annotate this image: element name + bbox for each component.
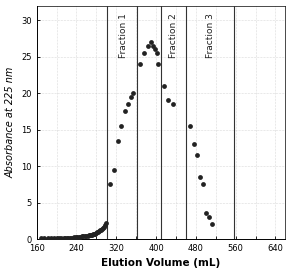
Point: [42, 236, 46, 241]
Point: [153, 47, 157, 52]
Point: [45, 236, 50, 241]
Point: [154, 51, 159, 55]
Point: [104, 221, 109, 225]
Point: [71, 235, 75, 240]
Point: [166, 98, 171, 102]
Point: [161, 84, 166, 88]
Point: [101, 226, 106, 230]
Point: [148, 40, 153, 44]
Point: [142, 51, 146, 55]
Point: [98, 228, 103, 232]
Point: [88, 233, 93, 238]
Point: [203, 211, 208, 216]
Y-axis label: Absorbance at 225 nm: Absorbance at 225 nm: [6, 67, 15, 178]
Point: [68, 235, 72, 240]
Point: [65, 235, 69, 240]
Point: [59, 236, 64, 240]
Point: [75, 235, 80, 239]
Point: [78, 235, 83, 239]
Text: Fraction 1: Fraction 1: [119, 13, 128, 58]
Point: [87, 233, 92, 238]
Point: [92, 232, 97, 236]
Point: [38, 236, 43, 241]
Point: [131, 91, 136, 95]
Point: [95, 230, 100, 235]
Point: [108, 182, 113, 187]
Point: [125, 102, 130, 106]
Point: [54, 236, 59, 240]
Text: Fraction 2: Fraction 2: [169, 13, 178, 58]
Point: [91, 232, 96, 236]
Point: [112, 167, 117, 172]
Point: [171, 102, 175, 106]
Point: [210, 222, 214, 227]
Point: [119, 124, 124, 128]
Point: [83, 234, 87, 238]
Point: [103, 223, 108, 227]
Point: [156, 62, 160, 66]
Text: Fraction 3: Fraction 3: [206, 13, 215, 58]
Point: [116, 138, 120, 143]
Point: [200, 182, 205, 187]
Point: [128, 95, 133, 99]
Point: [188, 124, 192, 128]
Point: [145, 44, 150, 48]
Point: [89, 233, 94, 237]
Point: [96, 230, 101, 234]
Point: [138, 62, 143, 66]
Point: [77, 235, 81, 239]
Point: [57, 236, 61, 240]
Point: [74, 235, 78, 239]
Point: [90, 232, 95, 237]
Point: [66, 235, 71, 240]
Point: [102, 224, 107, 229]
Point: [81, 234, 86, 239]
Point: [79, 234, 84, 239]
Point: [48, 236, 53, 241]
Point: [194, 153, 199, 157]
Point: [93, 231, 98, 236]
Point: [198, 175, 202, 179]
Point: [51, 236, 56, 240]
Point: [207, 215, 211, 219]
Point: [72, 235, 77, 239]
Point: [62, 235, 66, 240]
Point: [191, 142, 196, 146]
Point: [84, 234, 89, 238]
Point: [122, 109, 127, 113]
Point: [151, 44, 155, 48]
X-axis label: Elution Volume (mL): Elution Volume (mL): [101, 258, 221, 269]
Point: [99, 227, 104, 232]
Point: [97, 229, 102, 233]
Point: [94, 231, 99, 235]
Point: [86, 233, 90, 238]
Point: [69, 235, 74, 240]
Point: [63, 235, 68, 240]
Point: [100, 227, 105, 231]
